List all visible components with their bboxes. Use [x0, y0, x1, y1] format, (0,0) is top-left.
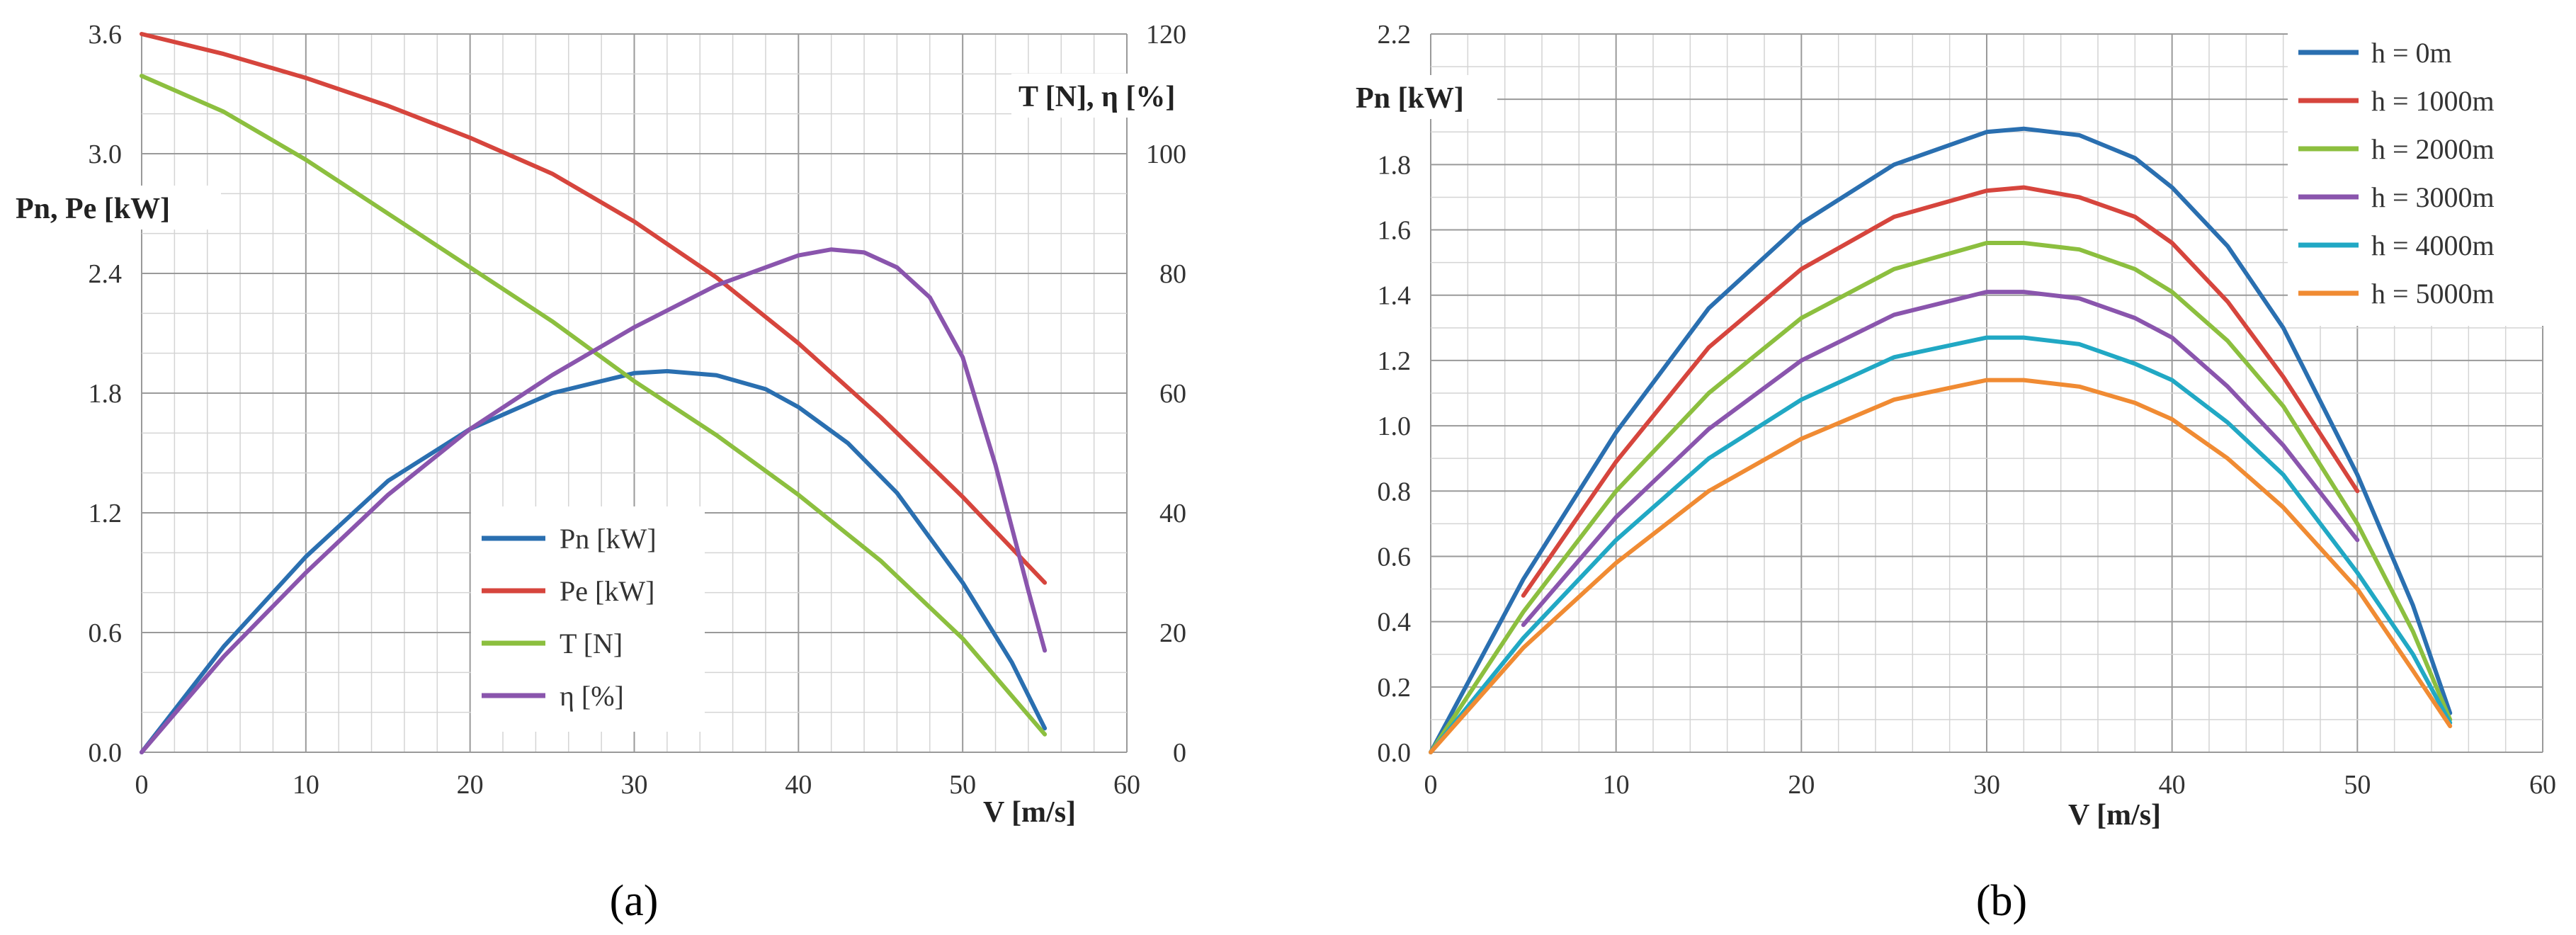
chart-b-y-tick-label: 0.6 [1378, 542, 1412, 572]
chart-b-series-1 [1521, 185, 2360, 598]
chart-a-y-tick-label-left: 0.6 [89, 618, 123, 648]
chart-b-x-tick-label: 20 [1788, 770, 1815, 800]
legend-label-h1000: h = 1000m [2371, 85, 2495, 117]
chart-a-x-tick-label: 10 [293, 770, 319, 800]
chart-a-series-3 [140, 247, 1048, 754]
chart-a-xlabel-bg [977, 792, 1105, 832]
chart-a-y-tick-label-right: 100 [1146, 140, 1186, 169]
chart-b-y-tick-label: 0.0 [1378, 738, 1412, 768]
chart-a-y-tick-label-left: 1.8 [89, 379, 123, 409]
chart-a-y-ticks-left: 0.0 0.6 1.2 1.8 2.4 3.0 3.6 [89, 20, 123, 768]
chart-a-y-tick-label-left: 0.0 [89, 738, 123, 768]
legend-label-h5000: h = 5000m [2371, 278, 2495, 310]
chart-b-y-tick-label: 1.8 [1378, 150, 1412, 180]
chart-a-x-tick-label: 40 [785, 770, 812, 800]
chart-a-y-tick-label-left: 2.4 [89, 259, 123, 289]
chart-b-y-tick-label: 0.8 [1378, 477, 1412, 506]
chart-a-x-ticks: 0 10 20 30 40 50 60 [135, 770, 1141, 800]
chart-b-x-tick-label: 60 [2529, 770, 2556, 800]
chart-a-series-1 [140, 32, 1048, 585]
chart-a-x-tick-label: 20 [457, 770, 484, 800]
chart-b-legend: h = 0m h = 1000m h = 2000m h = 3000m h =… [2288, 28, 2557, 326]
chart-a: 0 10 20 30 40 50 60 0.0 0.6 1.2 1.8 2.4 3.0 3.6 0 20 4… [8, 20, 1247, 832]
chart-a-y-tick-label-left: 1.2 [89, 499, 123, 528]
legend-label-t: T [N] [560, 628, 623, 659]
chart-b-y-tick-label: 1.6 [1378, 216, 1412, 246]
legend-label-h3000: h = 3000m [2371, 181, 2495, 213]
chart-b-y-tick-label: 0.2 [1378, 673, 1412, 703]
chart-a-series [140, 32, 1048, 754]
chart-b-y-tick-label: 0.4 [1378, 608, 1412, 638]
chart-b-x-tick-label: 50 [2344, 770, 2371, 800]
caption-a: (a) [610, 877, 659, 925]
chart-a-y-tick-label-left: 3.0 [89, 140, 123, 169]
chart-b-x-tick-label: 0 [1424, 770, 1438, 800]
legend-label-eta: η [%] [560, 680, 624, 712]
chart-b-x-tick-label: 30 [1973, 770, 2000, 800]
chart-b-series-5 [1429, 378, 2453, 754]
chart-a-y-tick-label-right: 20 [1159, 618, 1186, 648]
chart-b-y-tick-label: 1.4 [1378, 281, 1412, 311]
chart-a-xlabel: V [m/s] [983, 796, 1076, 829]
chart-a-ylabel-right: T [N], η [%] [1019, 81, 1175, 113]
chart-a-y-tick-label-left: 3.6 [89, 20, 123, 50]
caption-b: (b) [1976, 877, 2027, 925]
chart-b-ylabel: Pn [kW] [1356, 82, 1464, 115]
chart-a-y-tick-label-right: 0 [1173, 738, 1186, 768]
chart-b-ylabel-bg [1349, 75, 1497, 119]
chart-a-ylabel-left: Pn, Pe [kW] [16, 193, 170, 225]
chart-a-series-0 [140, 369, 1048, 754]
chart-a-y-tick-label-right: 80 [1159, 259, 1186, 289]
chart-a-y-tick-label-right: 60 [1159, 379, 1186, 409]
chart-b-series-0 [1429, 126, 2453, 754]
chart-a-grid [141, 33, 1128, 753]
chart-b-x-tick-label: 10 [1603, 770, 1630, 800]
chart-b-y-ticks: 0.00.20.40.60.81.01.21.41.61.82.02.2 [1378, 20, 1412, 768]
chart-a-x-tick-label: 60 [1113, 770, 1140, 800]
chart-b: 0 10 20 30 40 50 60 0.00.20.40.60.81.01.21.41.… [1349, 20, 2557, 834]
chart-b-y-tick-label: 1.0 [1378, 412, 1412, 441]
chart-b-series-2 [1429, 241, 2453, 754]
legend-label-h2000: h = 2000m [2371, 133, 2495, 165]
chart-b-y-tick-label: 2.2 [1378, 20, 1412, 50]
legend-label-pn: Pn [kW] [560, 523, 657, 555]
chart-b-y-tick-label: 1.2 [1378, 346, 1412, 376]
chart-a-x-tick-label: 30 [621, 770, 648, 800]
chart-a-y-ticks-right: 0 20 40 60 80 100 120 [1146, 20, 1186, 768]
legend-label-h0: h = 0m [2371, 37, 2452, 69]
chart-a-y-tick-label-right: 40 [1159, 499, 1186, 528]
chart-b-legend-bg [2288, 28, 2557, 326]
chart-b-series [1429, 126, 2453, 754]
chart-a-legend: Pn [kW] Pe [kW] T [N] η [%] [471, 506, 705, 732]
chart-a-y-tick-label-right: 120 [1146, 20, 1186, 50]
legend-label-h4000: h = 4000m [2371, 230, 2495, 261]
chart-a-ylabel-left-bg [8, 186, 221, 230]
chart-b-series-3 [1521, 290, 2360, 628]
chart-a-x-tick-label: 50 [949, 770, 976, 800]
chart-b-xlabel: V [m/s] [2068, 799, 2161, 832]
legend-label-pe: Pe [kW] [560, 575, 654, 607]
chart-b-xlabel-bg [2062, 795, 2191, 834]
chart-a-x-tick-label: 0 [135, 770, 149, 800]
chart-a-ylabel-right-bg [1011, 74, 1247, 118]
chart-b-series-4 [1429, 335, 2453, 754]
